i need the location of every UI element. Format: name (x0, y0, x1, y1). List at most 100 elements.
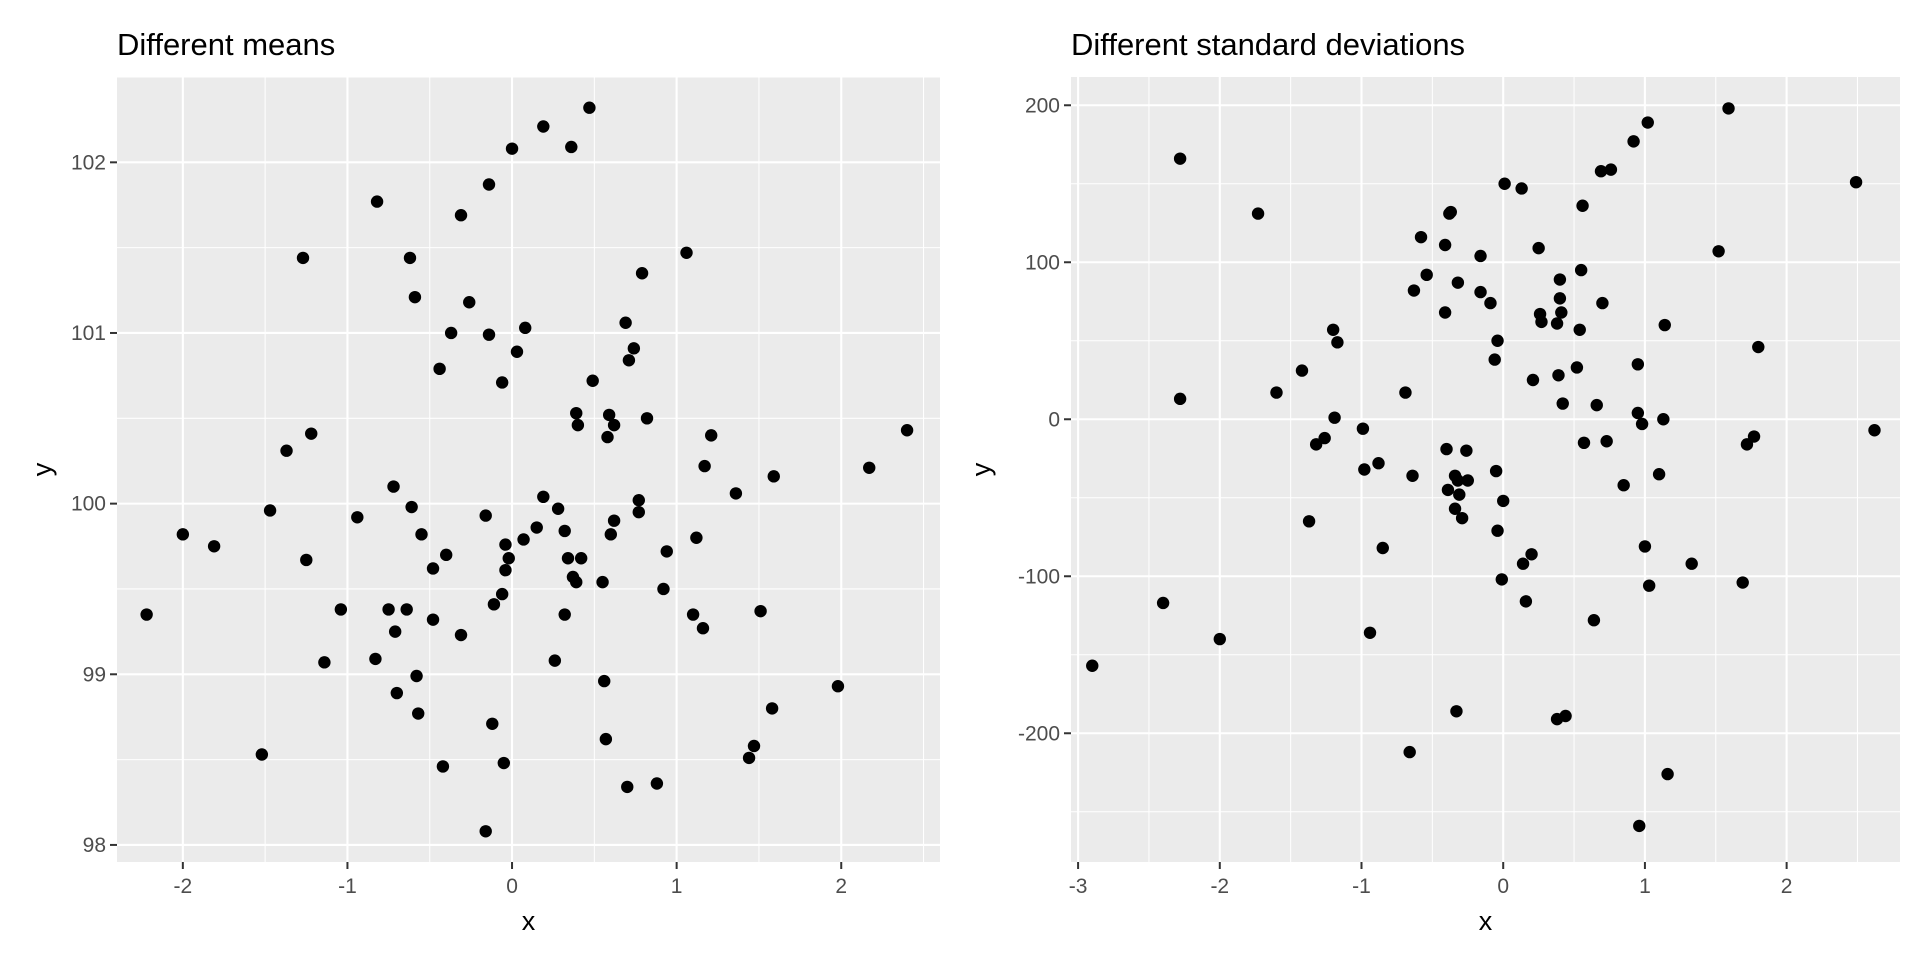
x-tick-label: -2 (1210, 875, 1229, 898)
data-point (1600, 435, 1613, 448)
data-point (619, 316, 632, 329)
data-point (499, 563, 512, 577)
data-point (1577, 436, 1591, 450)
data-point (1661, 767, 1674, 781)
data-point (686, 608, 700, 621)
data-point (586, 374, 599, 387)
x-tick-label: -1 (1352, 875, 1371, 898)
data-point (537, 490, 550, 504)
y-tick-label: 0 (1048, 408, 1060, 431)
data-point (300, 553, 313, 567)
data-point (479, 825, 492, 838)
data-point (1574, 263, 1588, 277)
data-point (1657, 413, 1670, 426)
data-point (607, 418, 621, 432)
data-point (370, 195, 384, 208)
scatter-panel-means: -2 -1 0 1 2 98 99 100 101 102 Different means x y (27, 27, 940, 936)
data-point (207, 540, 221, 553)
data-point (1526, 373, 1540, 387)
x-tick-label: 2 (835, 875, 847, 898)
data-point (351, 511, 364, 524)
data-point (680, 246, 693, 259)
data-point (599, 732, 613, 746)
data-point (632, 494, 645, 507)
y-axis-label: y (966, 462, 996, 476)
data-point (1403, 745, 1416, 759)
data-point (1495, 573, 1508, 586)
data-point (548, 654, 562, 667)
data-point (1570, 361, 1584, 374)
y-tick-label: 100 (71, 493, 106, 516)
data-point (1736, 576, 1749, 589)
data-point (1635, 417, 1649, 431)
data-point (690, 531, 703, 544)
data-point (640, 412, 654, 425)
data-point (405, 500, 418, 514)
y-tick-label: -200 (1018, 722, 1060, 745)
data-point (1652, 468, 1666, 481)
data-point (1868, 424, 1881, 437)
data-point (831, 680, 845, 693)
data-point (1399, 386, 1412, 399)
data-point (1590, 398, 1603, 412)
x-tick-label: -2 (173, 875, 192, 898)
data-point (558, 608, 571, 621)
data-point (1156, 596, 1170, 610)
data-point (1740, 438, 1754, 451)
data-point (495, 376, 509, 389)
data-point (1559, 709, 1572, 723)
data-point (604, 528, 617, 541)
data-point (622, 354, 636, 367)
data-point (388, 625, 402, 638)
data-point (742, 751, 756, 765)
data-point (558, 524, 571, 538)
data-point (1270, 386, 1283, 399)
data-point (601, 430, 614, 444)
y-tick-label: -100 (1018, 565, 1060, 588)
data-point (1631, 358, 1645, 371)
data-point (1295, 364, 1309, 377)
data-point (1596, 296, 1609, 310)
data-point (602, 408, 616, 422)
data-point (1474, 285, 1487, 299)
data-point (635, 267, 649, 280)
data-point (482, 328, 496, 341)
data-point (1451, 474, 1465, 487)
x-axis-label: x (1479, 906, 1493, 936)
chart-title: Different means (117, 27, 335, 62)
data-point (1587, 614, 1601, 627)
data-point (570, 575, 583, 589)
data-point (1752, 340, 1765, 354)
y-tick-label: 99 (83, 663, 106, 686)
data-point (1604, 163, 1618, 176)
data-point (1420, 268, 1433, 282)
data-point (390, 686, 404, 700)
data-point (754, 604, 767, 618)
data-point (565, 140, 578, 154)
data-point (440, 548, 453, 562)
data-point (1747, 430, 1761, 443)
data-point (1638, 540, 1652, 553)
data-point (334, 603, 348, 616)
data-point (530, 521, 543, 534)
data-point (510, 345, 524, 358)
data-point (1712, 245, 1725, 258)
data-point (1573, 323, 1586, 336)
data-point (537, 120, 550, 133)
data-point (1448, 502, 1462, 515)
data-point (505, 142, 519, 155)
data-point (519, 321, 532, 335)
data-point (403, 251, 417, 265)
data-point (1407, 284, 1421, 297)
data-point (454, 209, 468, 222)
data-point (1642, 579, 1656, 592)
data-point (747, 739, 761, 753)
data-point (305, 427, 318, 440)
data-point (1617, 479, 1630, 492)
data-point (1553, 273, 1567, 286)
data-point (280, 444, 293, 457)
data-point (1318, 431, 1331, 445)
data-point (561, 552, 575, 565)
data-point (454, 628, 468, 642)
plot-background (117, 77, 940, 862)
